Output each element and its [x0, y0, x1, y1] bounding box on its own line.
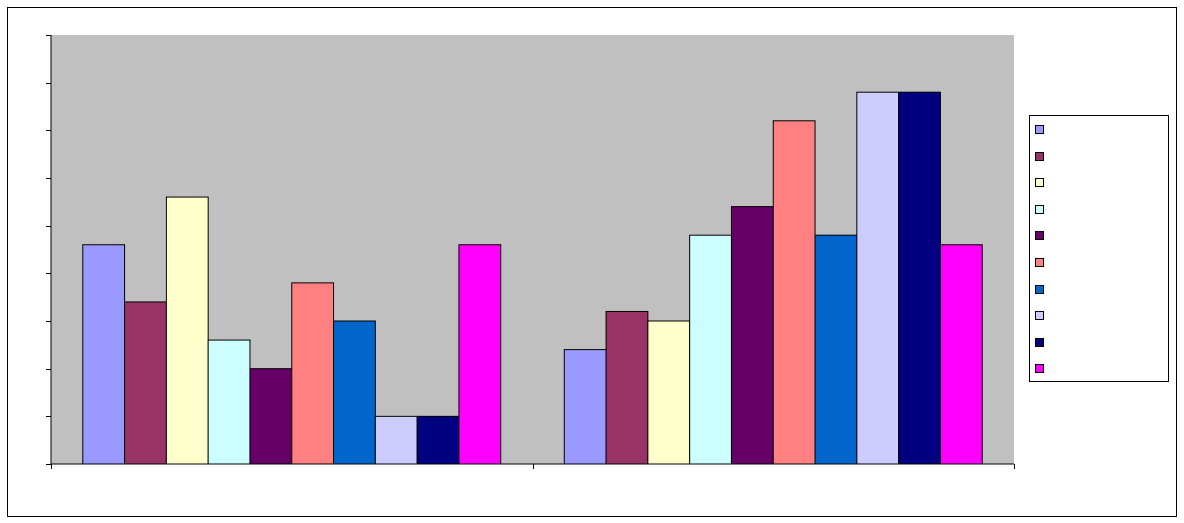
legend-swatch [1035, 152, 1044, 161]
legend-box [1029, 115, 1169, 382]
bar [124, 301, 167, 465]
legend-swatch [1035, 205, 1044, 214]
bar [814, 234, 858, 465]
bar [82, 244, 126, 465]
bar [772, 120, 816, 465]
legend-swatch [1035, 178, 1044, 187]
legend-swatch [1035, 231, 1044, 240]
bar [291, 282, 335, 465]
bar [165, 196, 209, 465]
bar [647, 320, 691, 465]
bar [856, 91, 900, 465]
bar [333, 320, 376, 465]
legend-swatch [1035, 364, 1044, 373]
bar [939, 244, 983, 465]
bar [416, 415, 460, 465]
legend-swatch [1035, 125, 1044, 134]
bar [374, 415, 418, 465]
bar [458, 244, 502, 465]
bar [249, 368, 293, 465]
bar [563, 349, 607, 465]
bar [689, 234, 732, 465]
bar [730, 206, 774, 465]
bar [207, 339, 251, 465]
legend-swatch [1035, 311, 1044, 320]
legend-swatch [1035, 285, 1044, 294]
legend-swatch [1035, 258, 1044, 267]
legend-swatch [1035, 338, 1044, 347]
bar [898, 91, 941, 465]
bar [605, 310, 649, 465]
